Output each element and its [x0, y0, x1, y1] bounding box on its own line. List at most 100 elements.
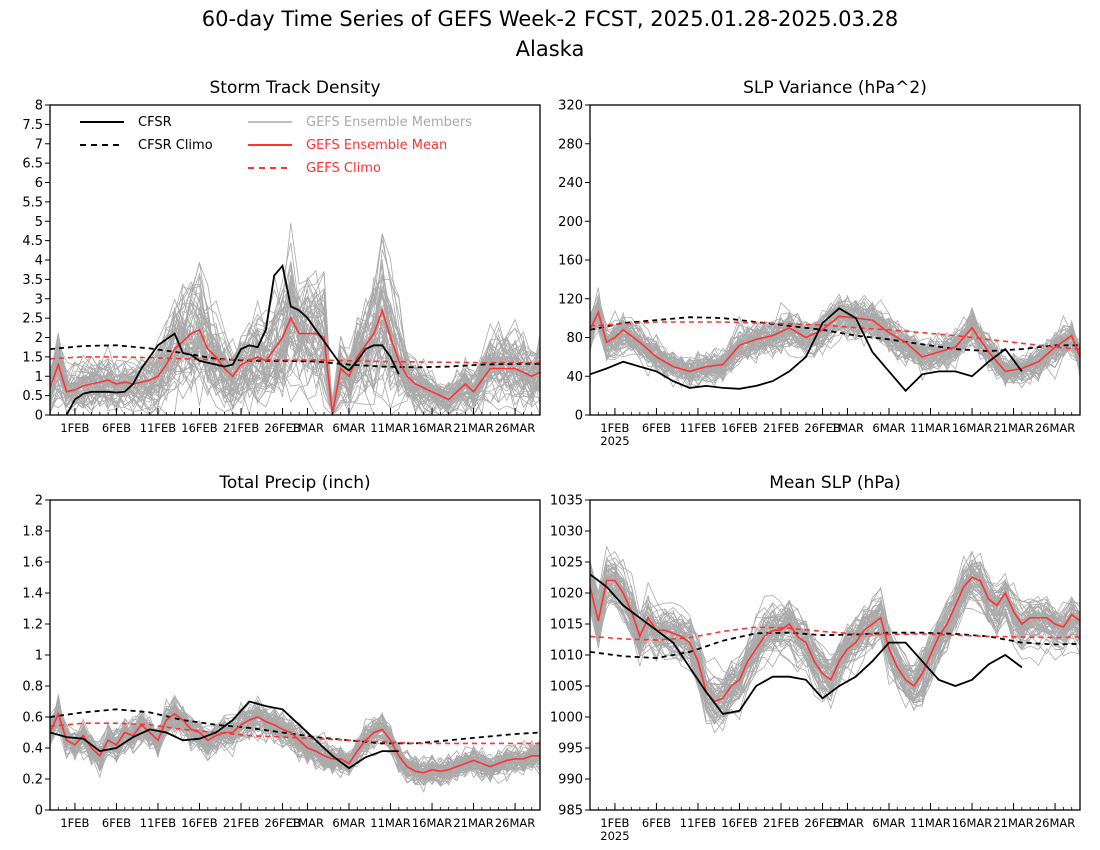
x-tick-label: 1FEB: [600, 816, 629, 830]
series-gefs-climo: [50, 722, 540, 745]
x-tick-label: 1FEB: [60, 421, 89, 435]
y-tick-label: 320: [558, 99, 583, 114]
y-tick-label: 280: [558, 137, 583, 152]
y-tick-label: 1.4: [22, 587, 43, 602]
ensemble-member-line: [50, 295, 540, 409]
x-tick-label: 6MAR: [332, 816, 365, 830]
y-tick-label: 3.5: [22, 273, 43, 288]
x-tick-label: 26FEB: [804, 816, 841, 830]
legend-members-label: GEFS Ensemble Members: [306, 115, 472, 130]
ensemble-member-line: [50, 294, 540, 415]
y-tick-label: 1: [35, 649, 43, 664]
series-gefs-ensemble-mean: [590, 576, 1080, 703]
x-tick-label: 21MAR: [993, 816, 1033, 830]
y-tick-label: 7.5: [22, 118, 43, 133]
x-tick-label: 6FEB: [102, 421, 131, 435]
ensemble-member-line: [50, 314, 540, 415]
panel-title: Total Precip (inch): [218, 473, 370, 493]
series-gefs-ensemble-mean: [50, 307, 540, 415]
x-tick-label: 16MAR: [952, 816, 992, 830]
ensemble-member-line: [50, 699, 540, 787]
x-tick-label: 26FEB: [264, 816, 301, 830]
y-tick-label: 0: [35, 804, 43, 819]
ensemble-member-line: [50, 294, 540, 415]
y-tick-label: 1010: [550, 649, 583, 664]
y-tick-label: 985: [558, 804, 583, 819]
figure-title: 60-day Time Series of GEFS Week-2 FCST, …: [202, 7, 899, 31]
x-tick-label: 21MAR: [993, 421, 1033, 435]
x-tick-label: 21MAR: [453, 816, 493, 830]
ensemble-member-line: [50, 699, 540, 786]
y-tick-label: 990: [558, 773, 583, 788]
ensemble-member-line: [50, 706, 540, 793]
y-tick-label: 1.6: [22, 556, 43, 571]
y-tick-label: 2.5: [22, 312, 43, 327]
x-tick-label: 1MAR: [291, 816, 324, 830]
x-tick-label: 16MAR: [412, 816, 452, 830]
x-tick-label: 26MAR: [495, 816, 535, 830]
y-tick-label: 0: [575, 409, 583, 424]
ensemble-member-line: [590, 562, 1080, 734]
legend-gefs-climo-label: GEFS Climo: [306, 161, 381, 176]
x-tick-label: 11MAR: [370, 816, 410, 830]
panel-title: SLP Variance (hPa^2): [743, 78, 927, 98]
series-gefs-ensemble-mean: [50, 711, 540, 774]
panel-storm-track-density: Storm Track Density 0 0.5 1 1.5 2 2.5 3 3.5 4 4.5 5…: [22, 78, 541, 435]
panel-title: Mean SLP (hPa): [769, 473, 901, 493]
series-gefs-climo: [50, 356, 540, 364]
x-tick-label: 16MAR: [412, 421, 452, 435]
series-cfsr: [65, 263, 400, 415]
x-tick-label: 16FEB: [181, 421, 218, 435]
y-tick-label: 1.8: [22, 525, 43, 540]
x-tick-label: 1FEB: [60, 816, 89, 830]
x-tick-label: 6MAR: [872, 421, 905, 435]
x-tick-label: 1MAR: [831, 421, 864, 435]
ensemble-members: [590, 287, 1080, 389]
y-tick-label: 1015: [550, 618, 583, 633]
x-tick-label: 11FEB: [680, 421, 717, 435]
ensemble-member-line: [590, 585, 1080, 701]
series-cfsr: [590, 573, 1023, 715]
x-tick-label: 26FEB: [264, 421, 301, 435]
series-gefs-climo: [590, 626, 1080, 641]
y-tick-label: 5: [35, 215, 43, 230]
x-tick-label: 11MAR: [910, 816, 950, 830]
x-tick-label: 11FEB: [680, 816, 717, 830]
ensemble-member-line: [590, 575, 1080, 689]
x-tick-label: 6FEB: [642, 421, 671, 435]
y-tick-label: 4: [35, 254, 43, 269]
x-tick-label: 16FEB: [721, 816, 758, 830]
x-tick-label: 11FEB: [140, 816, 177, 830]
x-tick-label: 16FEB: [721, 421, 758, 435]
y-tick-label: 1: [35, 370, 43, 385]
y-tick-label: 1.5: [22, 350, 43, 365]
panel-title: Storm Track Density: [209, 78, 380, 98]
x-tick-label: 1FEB: [600, 421, 629, 435]
x-tick-label: 21MAR: [453, 421, 493, 435]
ensemble-member-line: [50, 705, 540, 778]
y-tick-label: 0.4: [22, 742, 43, 757]
y-tick-label: 120: [558, 292, 583, 307]
x-tick-label: 11MAR: [370, 421, 410, 435]
legend-cfsr-label: CFSR: [138, 115, 172, 130]
y-tick-label: 4.5: [22, 234, 43, 249]
y-tick-label: 7: [35, 137, 43, 152]
ensemble-member-line: [50, 259, 540, 415]
y-tick-label: 8: [35, 99, 43, 114]
y-tick-label: 0.5: [22, 389, 43, 404]
ensemble-members: [50, 223, 540, 415]
y-tick-label: 3: [35, 292, 43, 307]
y-tick-label: 0.8: [22, 680, 43, 695]
series-cfsr: [590, 307, 1023, 393]
legend-cfsr-climo-label: CFSR Climo: [138, 138, 213, 153]
series-cfsr-climo: [50, 708, 540, 745]
y-tick-label: 1.2: [22, 618, 43, 633]
y-tick-label: 1035: [550, 494, 583, 509]
ensemble-member-line: [590, 570, 1080, 714]
x-tick-label: 1MAR: [831, 816, 864, 830]
x-tick-label: 21FEB: [223, 421, 260, 435]
panel-total-precip: Total Precip (inch) 0 0.2 0.4 0.6 0.8 1 1.2 1.4 1…: [22, 473, 541, 830]
ensemble-member-line: [50, 291, 540, 415]
y-tick-label: 6: [35, 176, 43, 191]
